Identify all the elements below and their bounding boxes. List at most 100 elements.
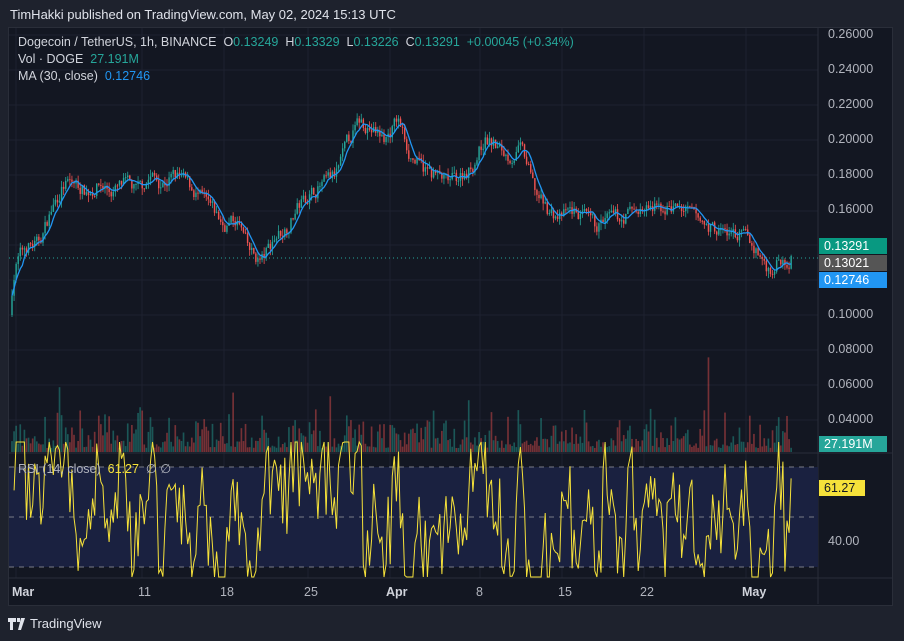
time-axis-label: 11 bbox=[138, 585, 151, 599]
volume-bar bbox=[492, 440, 495, 452]
volume-bar bbox=[614, 445, 617, 452]
candle-body bbox=[401, 126, 404, 128]
volume-bar bbox=[288, 427, 290, 452]
candle-body bbox=[242, 227, 245, 233]
volume-bar bbox=[695, 443, 697, 452]
candle-body bbox=[17, 256, 19, 264]
candle-body bbox=[414, 159, 416, 164]
rsi-tag: 61.27 bbox=[819, 480, 865, 496]
price-axis-label: 0.26000 bbox=[828, 27, 874, 41]
ma-tag: 0.12746 bbox=[819, 272, 887, 288]
volume-value: 27.191M bbox=[90, 52, 139, 66]
candle-body bbox=[666, 205, 668, 215]
volume-bar bbox=[779, 445, 782, 452]
candle-body bbox=[122, 177, 125, 185]
symbol-title[interactable]: Dogecoin / TetherUS, 1h, BINANCE bbox=[18, 35, 217, 49]
volume-bar bbox=[494, 435, 497, 452]
candle-body bbox=[544, 202, 546, 204]
volume-bar bbox=[190, 437, 193, 452]
volume-bar bbox=[664, 447, 666, 452]
price-axis-label: 0.20000 bbox=[828, 132, 874, 146]
ma-legend[interactable]: MA (30, close) 0.12746 bbox=[18, 69, 150, 83]
volume-bar bbox=[52, 440, 55, 452]
volume-bar bbox=[620, 441, 623, 452]
time-axis-label: Apr bbox=[386, 585, 408, 599]
candle-body bbox=[515, 152, 517, 161]
candle-body bbox=[583, 208, 586, 212]
candle-body bbox=[389, 133, 391, 138]
volume-bar bbox=[438, 443, 441, 452]
candle-body bbox=[410, 158, 412, 160]
volume-bar bbox=[232, 392, 234, 452]
volume-bar bbox=[226, 443, 228, 452]
volume-bar bbox=[248, 447, 251, 452]
volume-bar bbox=[753, 433, 755, 452]
volume-bar bbox=[137, 412, 139, 452]
candle-body bbox=[108, 188, 110, 193]
candle-body bbox=[561, 212, 563, 216]
candle-body bbox=[443, 174, 445, 179]
candle-body bbox=[36, 236, 38, 241]
volume-bar bbox=[352, 437, 354, 452]
candle-body bbox=[23, 248, 26, 250]
volume-bar bbox=[166, 432, 168, 452]
candle-body bbox=[403, 127, 406, 140]
candle-body bbox=[680, 206, 683, 211]
candle-body bbox=[546, 202, 548, 214]
volume-bar bbox=[583, 409, 586, 452]
volume-bar bbox=[182, 432, 185, 452]
candle-body bbox=[48, 214, 50, 226]
volume-bar bbox=[734, 444, 737, 452]
candle-body bbox=[352, 130, 354, 143]
time-axis-label: 22 bbox=[640, 585, 654, 599]
volume-bar bbox=[517, 410, 520, 452]
candle-body bbox=[598, 223, 600, 232]
volume-bar bbox=[170, 441, 172, 452]
volume-bar bbox=[224, 443, 226, 452]
volume-bar bbox=[414, 433, 416, 452]
tradingview-logo[interactable]: TradingView bbox=[8, 616, 102, 631]
candle-body bbox=[453, 172, 455, 174]
volume-bar bbox=[126, 423, 129, 452]
candle-body bbox=[366, 128, 369, 134]
candle-body bbox=[98, 183, 100, 185]
volume-bar bbox=[122, 440, 125, 452]
volume-bar bbox=[79, 410, 82, 452]
candle-body bbox=[244, 232, 247, 234]
candle-body bbox=[441, 173, 443, 179]
volume-bar bbox=[197, 422, 199, 452]
volume-bar bbox=[647, 431, 650, 452]
candle-body bbox=[29, 243, 32, 245]
volume-bar bbox=[114, 440, 117, 452]
volume-bar bbox=[790, 447, 792, 452]
volume-legend[interactable]: Vol · DOGE 27.191M bbox=[18, 52, 139, 66]
price-axis-label: 0.10000 bbox=[828, 307, 874, 321]
candle-body bbox=[656, 203, 658, 205]
volume-bar bbox=[174, 425, 177, 452]
volume-bar bbox=[329, 396, 332, 452]
candle-body bbox=[360, 119, 362, 123]
volume-bar bbox=[684, 433, 687, 452]
candle-body bbox=[284, 229, 286, 237]
volume-bar bbox=[176, 436, 179, 452]
volume-bar bbox=[759, 424, 761, 452]
candle-body bbox=[19, 247, 21, 257]
volume-bar bbox=[552, 425, 555, 452]
candle-body bbox=[325, 175, 327, 177]
candle-body bbox=[232, 215, 234, 222]
volume-bar bbox=[286, 447, 288, 452]
candle-body bbox=[186, 176, 189, 178]
candle-body bbox=[79, 187, 81, 194]
volume-bar bbox=[717, 447, 720, 452]
volume-bar bbox=[149, 417, 152, 452]
volume-bar bbox=[424, 426, 427, 452]
candle-body bbox=[649, 206, 652, 209]
volume-bar bbox=[726, 445, 728, 452]
candle-body bbox=[432, 171, 435, 178]
rsi-legend[interactable]: RSI (14, close) 61.27 ∅ ∅ bbox=[18, 461, 171, 476]
volume-bar bbox=[292, 425, 294, 452]
volume-bar bbox=[556, 443, 559, 452]
rsi-extra: ∅ ∅ bbox=[145, 462, 172, 476]
volume-bar bbox=[350, 420, 352, 452]
